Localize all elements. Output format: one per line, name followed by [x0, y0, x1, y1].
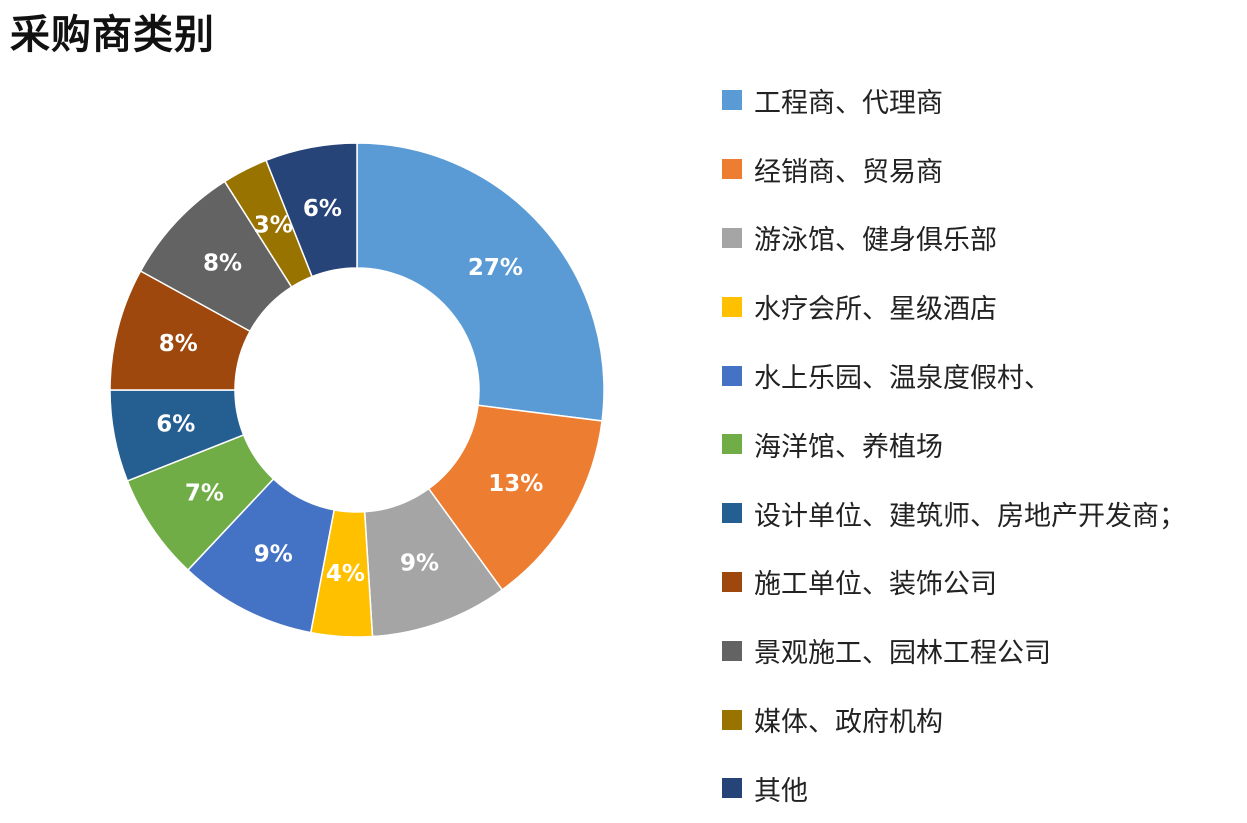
legend-swatch [722, 296, 742, 317]
slice-label-3: 9% [400, 551, 439, 577]
legend-label: 游泳馆、健身俱乐部 [754, 225, 997, 257]
slice-label-4: 4% [326, 561, 365, 587]
slice-label-5: 9% [254, 541, 293, 567]
legend-label: 海洋馆、养植场 [754, 431, 943, 463]
legend-swatch [722, 90, 742, 111]
slice-label-9: 8% [203, 251, 242, 277]
legend-item-8: 施工单位、装饰公司 [722, 548, 1242, 617]
legend-label: 媒体、政府机构 [754, 707, 943, 739]
legend-item-3: 游泳馆、健身俱乐部 [722, 204, 1242, 273]
slice-label-11: 6% [303, 196, 342, 222]
donut-chart: 27% 13% 9% 4% 9% 7% 6% 8% 8% 3% 6% [109, 142, 605, 638]
legend-swatch [722, 434, 742, 455]
legend-item-4: 水疗会所、星级酒店 [722, 272, 1242, 341]
legend-label: 工程商、代理商 [754, 87, 943, 119]
legend-swatch [722, 365, 742, 386]
slice-label-7: 6% [156, 412, 195, 438]
legend-label: 经销商、贸易商 [754, 156, 943, 188]
legend-swatch [722, 503, 742, 524]
legend-item-11: 其他 [722, 754, 1242, 823]
legend-label: 其他 [754, 775, 808, 807]
slice-label-6: 7% [185, 481, 224, 507]
legend-label: 水疗会所、星级酒店 [754, 294, 997, 326]
legend-label: 施工单位、装饰公司 [754, 569, 997, 601]
legend-swatch [722, 640, 742, 661]
slice-label-8: 8% [159, 331, 198, 357]
legend-item-10: 媒体、政府机构 [722, 685, 1242, 754]
slice-label-2: 13% [488, 471, 543, 497]
chart-legend: 工程商、代理商 经销商、贸易商游泳馆、健身俱乐部 水疗会所、星级酒店水上乐园、温泉度… [722, 66, 1242, 823]
legend-swatch [722, 778, 742, 799]
slice-11 [265, 142, 358, 278]
legend-swatch [722, 227, 742, 248]
slice-1 [356, 142, 605, 422]
legend-item-2: 经销商、贸易商 [722, 135, 1242, 204]
chart-title: 采购商类别 [10, 12, 215, 58]
legend-item-7: 设计单位、建筑师、房地产开发商； [722, 479, 1242, 548]
legend-item-1: 工程商、代理商 [722, 66, 1242, 135]
slice-2 [427, 404, 603, 591]
legend-label: 景观施工、园林工程公司 [754, 638, 1051, 670]
legend-item-6: 海洋馆、养植场 [722, 410, 1242, 479]
legend-label: 水上乐园、温泉度假村、 [754, 363, 1051, 395]
legend-item-9: 景观施工、园林工程公司 [722, 616, 1242, 685]
slice-label-10: 3% [254, 213, 293, 239]
legend-swatch [722, 159, 742, 180]
legend-item-5: 水上乐园、温泉度假村、 [722, 341, 1242, 410]
legend-swatch [722, 709, 742, 730]
legend-label: 设计单位、建筑师、房地产开发商； [754, 500, 1186, 532]
slice-label-1: 27% [468, 255, 523, 281]
legend-swatch [722, 571, 742, 592]
